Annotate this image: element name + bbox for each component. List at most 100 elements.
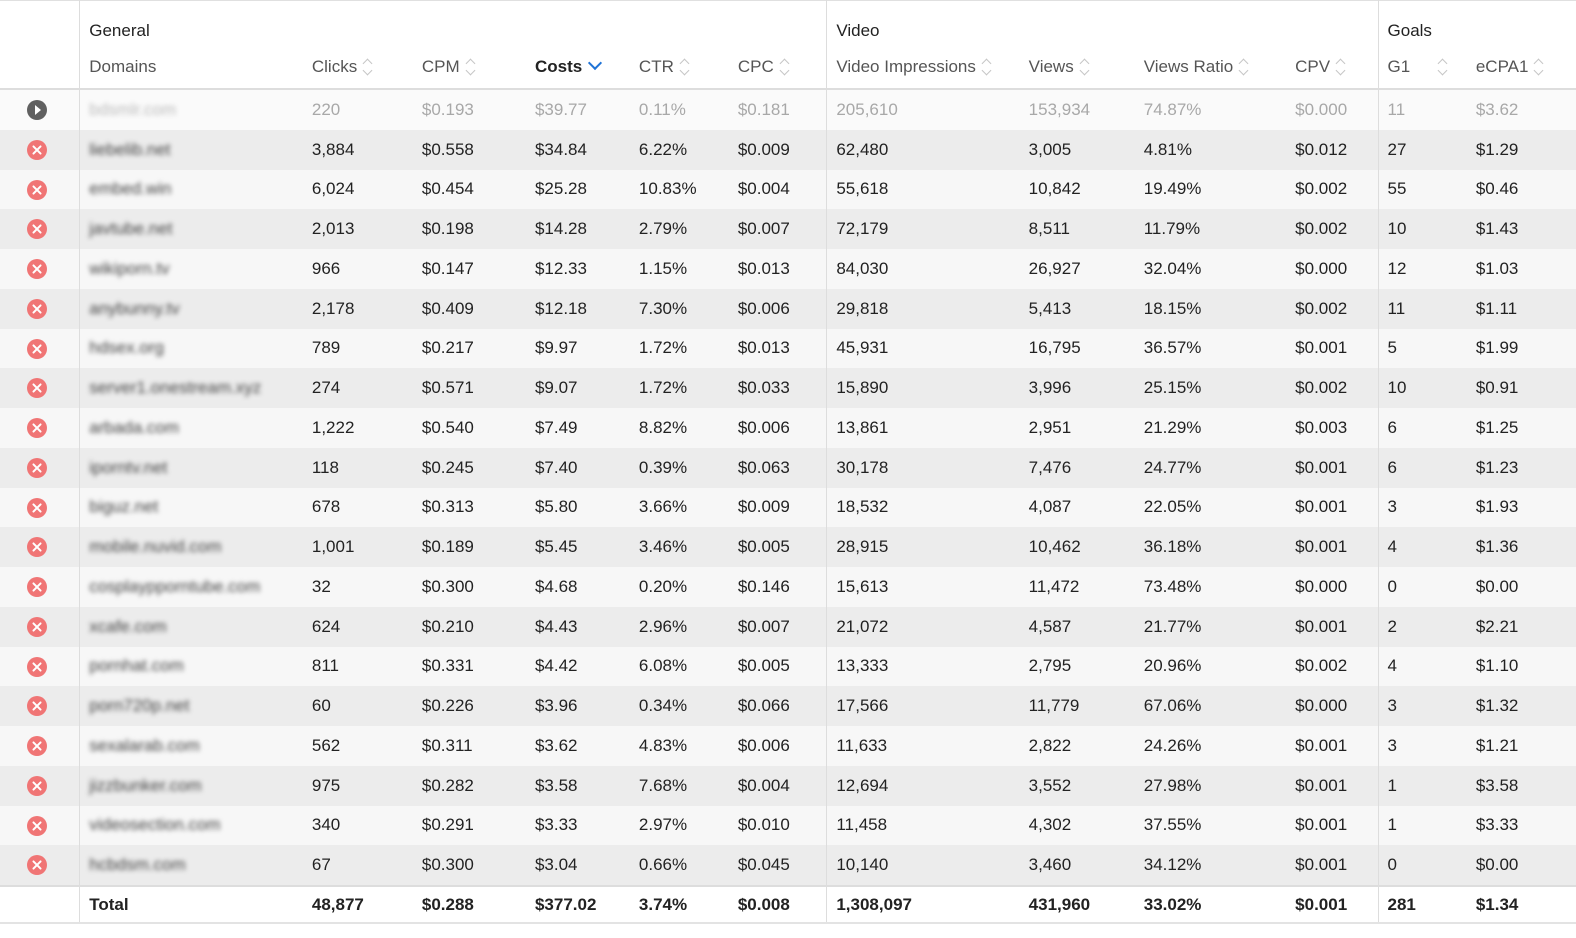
views-cell: 8,511 <box>1028 219 1070 239</box>
header-views-ratio[interactable]: Views Ratio <box>1134 46 1287 90</box>
remove-icon[interactable] <box>27 497 48 518</box>
remove-icon[interactable] <box>27 378 48 399</box>
table-row: xcafe.com 624 $0.210 $4.43 2.96% $0.007 21,072… <box>0 606 1576 647</box>
remove-icon[interactable] <box>27 219 48 240</box>
remove-icon[interactable] <box>27 696 48 717</box>
sort-descending-icon[interactable] <box>588 55 603 71</box>
domain-text[interactable]: arbada.com <box>89 417 180 437</box>
domain-text[interactable]: biguz.net <box>89 497 159 517</box>
domain-text[interactable]: hcbdsm.com <box>89 855 186 875</box>
g1-cell: 6 <box>1377 408 1467 448</box>
video-impressions-cell: 15,890 <box>826 368 1020 408</box>
remove-icon[interactable] <box>27 537 48 558</box>
cpc-cell: $0.006 <box>737 298 790 318</box>
sort-icon[interactable] <box>780 57 790 77</box>
domain-text[interactable]: javtube.net <box>89 219 173 239</box>
ctr-cell: 2.97% <box>638 815 688 835</box>
g1-cell: 6 <box>1377 447 1467 488</box>
clicks-cell: 274 <box>311 378 341 398</box>
video-impressions-cell: 12,694 <box>826 765 1020 806</box>
remove-icon[interactable] <box>27 298 48 319</box>
views-cell: 2,951 <box>1028 417 1072 437</box>
domain-text[interactable]: porn720p.net <box>89 696 190 716</box>
domain-text[interactable]: anybunny.tv <box>89 298 180 318</box>
domain-text[interactable]: videosection.com <box>89 815 221 835</box>
header-ctr[interactable]: CTR <box>629 46 729 90</box>
sort-icon[interactable] <box>1239 57 1249 77</box>
remove-icon[interactable] <box>27 656 48 677</box>
header-ecpa1-label: eCPA1 <box>1475 56 1529 76</box>
header-cpm[interactable]: CPM <box>412 46 526 90</box>
remove-icon[interactable] <box>27 815 48 836</box>
action-group-cell <box>0 1 80 47</box>
views-cell: 3,005 <box>1028 139 1072 159</box>
remove-icon[interactable] <box>27 616 48 637</box>
costs-cell: $25.28 <box>534 179 587 199</box>
remove-icon[interactable] <box>27 775 48 796</box>
remove-icon[interactable] <box>27 736 48 757</box>
sort-icon[interactable] <box>363 57 373 77</box>
clicks-cell: 32 <box>311 576 331 596</box>
row-action-cell <box>0 686 80 726</box>
header-g1[interactable]: G1 <box>1377 46 1467 90</box>
header-ecpa1[interactable]: eCPA1 <box>1466 46 1576 90</box>
table-row: javtube.net 2,013 $0.198 $14.28 2.79% $0.007 7… <box>0 209 1576 249</box>
sort-icon[interactable] <box>680 57 690 77</box>
domain-text[interactable]: pornhat.com <box>89 656 184 676</box>
total-views-ratio: 33.02% <box>1134 885 1287 924</box>
sort-icon[interactable] <box>1336 57 1346 77</box>
cpm-cell: $0.300 <box>421 576 474 596</box>
domain-text[interactable]: embed.win <box>89 179 172 199</box>
table-row: sexalarab.com 562 $0.311 $3.62 4.83% $0.006 11… <box>0 726 1576 766</box>
cpm-cell: $0.226 <box>421 696 474 716</box>
sort-icon[interactable] <box>1438 57 1448 77</box>
header-clicks-label: Clicks <box>311 56 358 76</box>
sort-icon[interactable] <box>1080 57 1090 77</box>
cpv-cell: $0.001 <box>1295 497 1348 517</box>
play-icon[interactable] <box>27 100 48 121</box>
header-cpc[interactable]: CPC <box>728 46 827 90</box>
domain-text[interactable]: jizzbunker.com <box>89 775 202 795</box>
domain-text[interactable]: hdsex.org <box>89 338 164 358</box>
domain-text[interactable]: wikiporn.tv <box>89 258 170 278</box>
header-clicks[interactable]: Clicks <box>302 46 413 90</box>
cpm-cell: $0.282 <box>421 775 474 795</box>
g1-cell: 1 <box>1377 805 1467 846</box>
sort-icon[interactable] <box>1534 57 1544 77</box>
clicks-cell: 678 <box>311 497 341 517</box>
domain-text[interactable]: liebelib.net <box>89 139 171 159</box>
ecpa1-cell: $1.23 <box>1475 457 1519 477</box>
remove-icon[interactable] <box>27 457 48 478</box>
domain-text[interactable]: mobile.nuvid.com <box>89 537 222 557</box>
views-cell: 4,087 <box>1028 497 1072 517</box>
clicks-cell: 975 <box>311 775 341 795</box>
domain-text[interactable]: server1.onestream.xyz <box>89 378 262 398</box>
remove-icon[interactable] <box>27 259 48 280</box>
cpv-cell: $0.003 <box>1295 417 1348 437</box>
remove-icon[interactable] <box>27 577 48 598</box>
g1-cell: 3 <box>1377 487 1467 528</box>
domain-text[interactable]: cosplaypporntube.com <box>89 576 261 596</box>
domain-text[interactable]: xcafe.com <box>89 616 167 636</box>
remove-icon[interactable] <box>27 139 48 160</box>
remove-icon[interactable] <box>27 418 48 439</box>
remove-icon[interactable] <box>27 338 48 359</box>
sort-icon[interactable] <box>466 57 476 77</box>
header-views[interactable]: Views <box>1019 46 1135 90</box>
cpv-cell: $0.001 <box>1295 338 1348 358</box>
table-row: pornhat.com 811 $0.331 $4.42 6.08% $0.005 13,3… <box>0 646 1576 687</box>
views-cell: 11,779 <box>1028 696 1080 716</box>
header-video-impressions[interactable]: Video Impressions <box>826 46 1020 90</box>
header-cpv[interactable]: CPV <box>1286 46 1379 90</box>
views-ratio-cell: 67.06% <box>1143 696 1202 716</box>
remove-icon[interactable] <box>27 179 48 200</box>
domain-text[interactable]: bdsmlr.com <box>89 99 177 119</box>
sort-icon[interactable] <box>982 57 992 77</box>
ecpa1-cell: $1.11 <box>1475 298 1518 318</box>
remove-icon[interactable] <box>27 855 48 876</box>
header-costs[interactable]: Costs <box>525 46 630 90</box>
ecpa1-cell: $0.91 <box>1475 378 1519 398</box>
domain-text[interactable]: iporntv.net <box>89 457 168 477</box>
domain-text[interactable]: sexalarab.com <box>89 735 200 755</box>
